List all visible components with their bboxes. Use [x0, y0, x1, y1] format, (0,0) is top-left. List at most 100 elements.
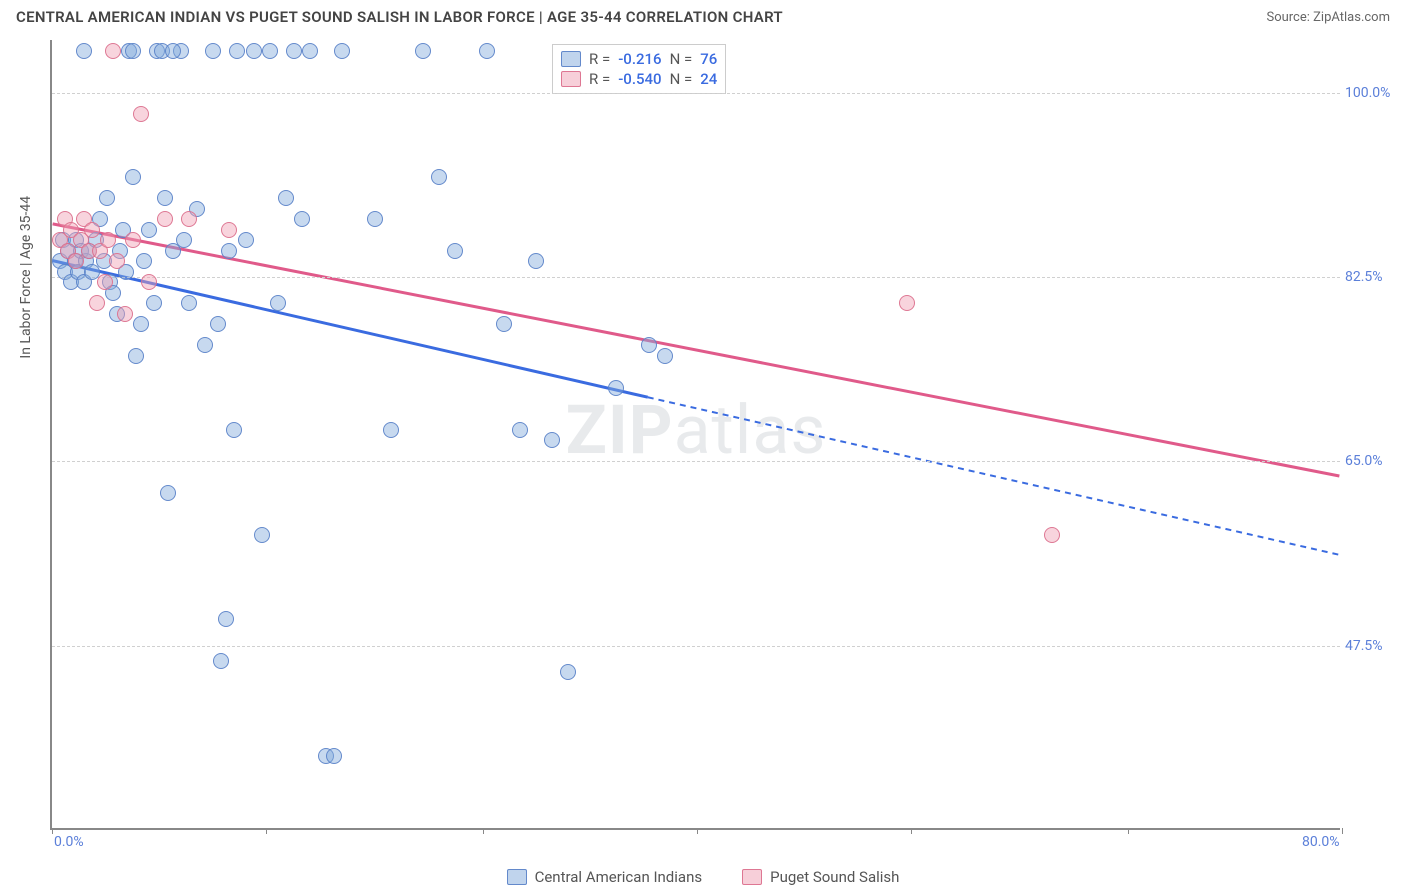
gridline: [52, 277, 1340, 278]
data-point: [238, 232, 254, 248]
xtick-mark: [1128, 828, 1129, 834]
xtick-mark: [266, 828, 267, 834]
watermark-rest: atlas: [674, 390, 827, 470]
data-point: [97, 274, 113, 290]
legend-label-cai: Central American Indians: [535, 868, 703, 886]
xtick-label: 80.0%: [1302, 834, 1340, 850]
data-point: [210, 316, 226, 332]
data-point: [160, 485, 176, 501]
data-point: [133, 106, 149, 122]
data-point: [125, 43, 141, 59]
gridline: [52, 461, 1340, 462]
data-point: [326, 748, 342, 764]
xtick-mark: [911, 828, 912, 834]
data-point: [262, 43, 278, 59]
n-value-cai: 76: [700, 50, 717, 68]
chart-source: Source: ZipAtlas.com: [1266, 10, 1390, 25]
data-point: [157, 211, 173, 227]
data-point: [221, 222, 237, 238]
data-point: [278, 190, 294, 206]
xtick-mark: [1342, 828, 1343, 834]
data-point: [128, 348, 144, 364]
r-label: R =: [589, 70, 610, 88]
data-point: [100, 232, 116, 248]
data-point: [133, 316, 149, 332]
n-label: N =: [670, 70, 693, 88]
data-point: [431, 169, 447, 185]
data-point: [76, 43, 92, 59]
data-point: [608, 380, 624, 396]
data-point: [246, 43, 262, 59]
data-point: [294, 211, 310, 227]
data-point: [383, 422, 399, 438]
ytick-label: 47.5%: [1345, 638, 1395, 654]
xtick-mark: [697, 828, 698, 834]
n-value-pss: 24: [700, 70, 717, 88]
swatch-blue-icon: [561, 51, 581, 67]
xtick-mark: [483, 828, 484, 834]
data-point: [560, 664, 576, 680]
swatch-blue-icon: [507, 869, 527, 885]
y-axis-label: In Labor Force | Age 35-44: [18, 196, 34, 359]
data-point: [99, 190, 115, 206]
data-point: [334, 43, 350, 59]
data-point: [447, 243, 463, 259]
data-point: [176, 232, 192, 248]
data-point: [181, 295, 197, 311]
legend-item-pss: Puget Sound Salish: [742, 868, 899, 886]
xtick-mark: [52, 828, 53, 834]
data-point: [165, 43, 181, 59]
stats-row-pss: R = -0.540 N = 24: [561, 69, 717, 89]
swatch-pink-icon: [561, 71, 581, 87]
data-point: [657, 348, 673, 364]
data-point: [302, 43, 318, 59]
data-point: [367, 211, 383, 227]
watermark: ZIPatlas: [566, 390, 827, 470]
data-point: [226, 422, 242, 438]
data-point: [544, 432, 560, 448]
data-point: [84, 222, 100, 238]
chart-header: CENTRAL AMERICAN INDIAN VS PUGET SOUND S…: [0, 0, 1406, 30]
data-point: [213, 653, 229, 669]
data-point: [512, 422, 528, 438]
data-point: [136, 253, 152, 269]
data-point: [109, 253, 125, 269]
data-point: [1044, 527, 1060, 543]
data-point: [899, 295, 915, 311]
ytick-label: 100.0%: [1345, 85, 1395, 101]
trend-lines: [52, 40, 1340, 828]
data-point: [496, 316, 512, 332]
data-point: [528, 253, 544, 269]
r-label: R =: [589, 50, 610, 68]
data-point: [141, 274, 157, 290]
data-point: [270, 295, 286, 311]
data-point: [205, 43, 221, 59]
data-point: [141, 222, 157, 238]
n-label: N =: [670, 50, 693, 68]
gridline: [52, 93, 1340, 94]
data-point: [218, 611, 234, 627]
data-point: [479, 43, 495, 59]
data-point: [117, 306, 133, 322]
stats-row-cai: R = -0.216 N = 76: [561, 49, 717, 69]
legend-label-pss: Puget Sound Salish: [770, 868, 899, 886]
data-point: [125, 232, 141, 248]
correlation-stats-box: R = -0.216 N = 76 R = -0.540 N = 24: [552, 44, 726, 94]
scatter-chart: ZIPatlas R = -0.216 N = 76 R = -0.540 N …: [50, 40, 1340, 830]
data-point: [157, 190, 173, 206]
data-point: [254, 527, 270, 543]
chart-title: CENTRAL AMERICAN INDIAN VS PUGET SOUND S…: [16, 8, 783, 26]
data-point: [181, 211, 197, 227]
data-point: [229, 43, 245, 59]
watermark-bold: ZIP: [566, 390, 674, 470]
ytick-label: 65.0%: [1345, 453, 1395, 469]
legend-item-cai: Central American Indians: [507, 868, 703, 886]
data-point: [125, 169, 141, 185]
gridline: [52, 646, 1340, 647]
swatch-pink-icon: [742, 869, 762, 885]
data-point: [221, 243, 237, 259]
xtick-label: 0.0%: [54, 834, 84, 850]
ytick-label: 82.5%: [1345, 269, 1395, 285]
data-point: [197, 337, 213, 353]
data-point: [286, 43, 302, 59]
